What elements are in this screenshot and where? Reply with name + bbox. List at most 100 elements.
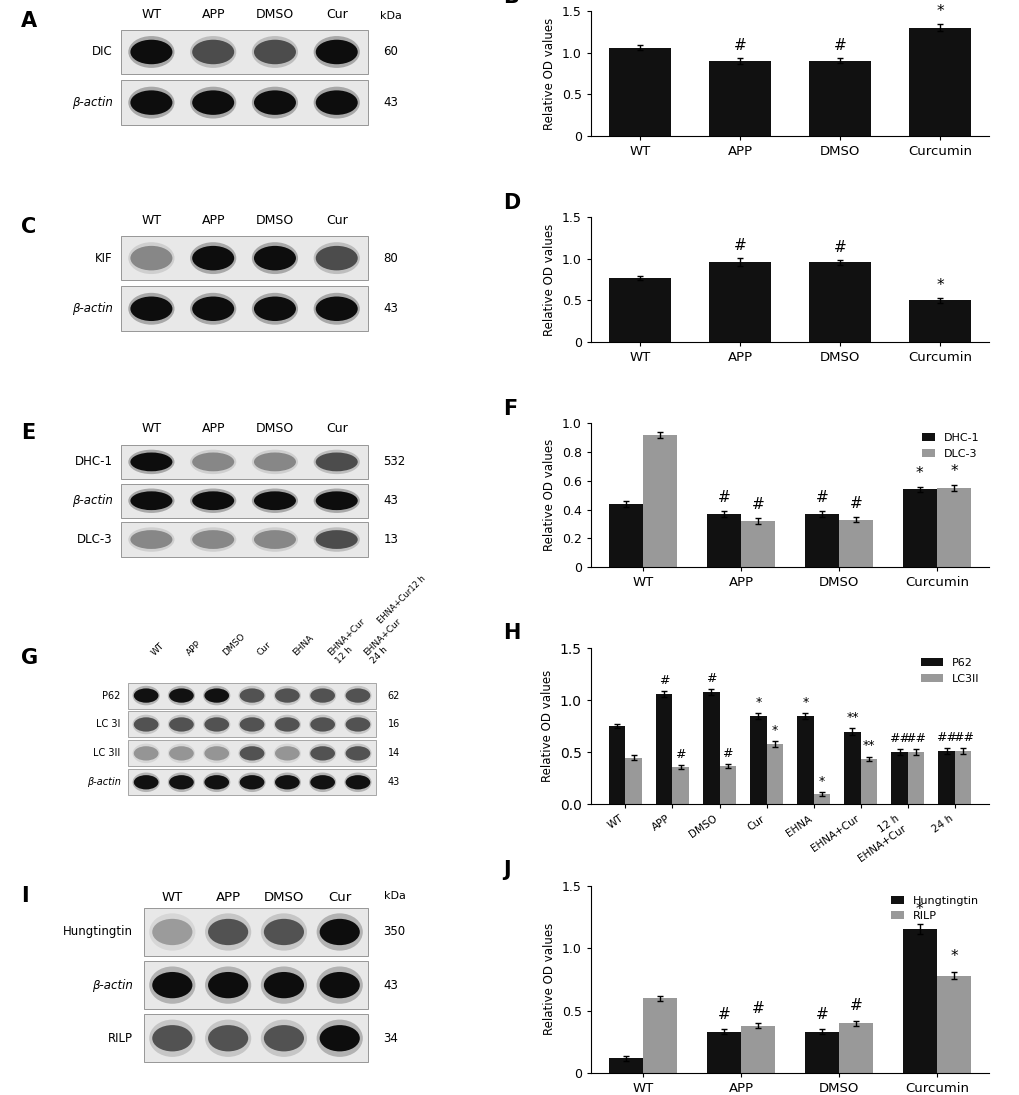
Y-axis label: Relative OD values: Relative OD values (541, 670, 553, 783)
Ellipse shape (252, 450, 298, 474)
Ellipse shape (345, 717, 370, 731)
Text: β-actin: β-actin (87, 777, 120, 787)
Text: β-actin: β-actin (71, 494, 112, 507)
Ellipse shape (239, 775, 264, 789)
Ellipse shape (316, 39, 358, 65)
Bar (120, 522, 367, 556)
Ellipse shape (152, 1025, 193, 1051)
Text: 34: 34 (383, 1031, 398, 1045)
Text: APP: APP (201, 215, 225, 227)
Ellipse shape (149, 1019, 196, 1057)
Text: EHNA+Cur
12 h: EHNA+Cur 12 h (326, 616, 374, 665)
Ellipse shape (313, 292, 360, 325)
Ellipse shape (316, 530, 358, 549)
Bar (766, 744, 783, 805)
Text: WT: WT (162, 891, 182, 904)
Ellipse shape (344, 685, 371, 705)
Ellipse shape (309, 744, 336, 763)
Ellipse shape (254, 452, 296, 471)
Ellipse shape (149, 967, 196, 1004)
Ellipse shape (190, 488, 236, 512)
Bar (145, 1014, 367, 1062)
Ellipse shape (316, 91, 358, 115)
Ellipse shape (313, 450, 360, 474)
Ellipse shape (252, 528, 298, 552)
Bar (907, 752, 923, 805)
Text: *: * (915, 902, 923, 917)
Ellipse shape (254, 492, 296, 510)
Bar (741, 1026, 774, 1073)
Ellipse shape (130, 530, 172, 549)
Text: β-actin: β-actin (71, 302, 112, 315)
Ellipse shape (192, 530, 234, 549)
Text: APP: APP (185, 639, 204, 658)
Ellipse shape (130, 91, 172, 115)
Text: EHNA+Cur
24 h: EHNA+Cur 24 h (362, 616, 410, 665)
Ellipse shape (192, 246, 234, 270)
Ellipse shape (252, 488, 298, 512)
Text: Cur: Cur (328, 891, 351, 904)
Ellipse shape (128, 36, 174, 68)
Legend: DHC-1, DLC-3: DHC-1, DLC-3 (916, 429, 983, 463)
Text: Cur: Cur (256, 641, 273, 658)
Text: #: # (815, 491, 827, 505)
Text: APP: APP (215, 891, 240, 904)
Ellipse shape (168, 773, 195, 792)
Bar (706, 514, 741, 567)
Text: #: # (849, 998, 862, 1013)
Bar (902, 489, 936, 567)
Legend: Hungtingtin, RILP: Hungtingtin, RILP (886, 891, 983, 925)
Ellipse shape (204, 689, 229, 703)
Text: *: * (950, 949, 957, 965)
Ellipse shape (316, 913, 363, 950)
Text: #: # (733, 37, 746, 53)
Ellipse shape (319, 919, 360, 945)
Text: Cur: Cur (325, 422, 347, 435)
Ellipse shape (132, 685, 160, 705)
Text: H: H (502, 623, 520, 644)
Bar (128, 682, 375, 708)
Bar (128, 740, 375, 766)
Ellipse shape (204, 775, 229, 789)
Bar (797, 716, 813, 805)
Ellipse shape (252, 292, 298, 325)
Text: *: * (935, 4, 944, 20)
Text: B: B (502, 0, 519, 8)
Bar (608, 47, 671, 136)
Bar (120, 80, 367, 125)
Ellipse shape (252, 36, 298, 68)
Text: #: # (658, 673, 668, 687)
Text: β-actin: β-actin (71, 96, 112, 110)
Ellipse shape (238, 773, 265, 792)
Ellipse shape (132, 715, 160, 735)
Bar (839, 1023, 872, 1073)
Bar (702, 692, 718, 805)
Ellipse shape (190, 242, 236, 274)
Ellipse shape (309, 773, 336, 792)
Y-axis label: Relative OD values: Relative OD values (543, 223, 555, 336)
Ellipse shape (208, 1025, 248, 1051)
Ellipse shape (273, 744, 301, 763)
Ellipse shape (273, 715, 301, 735)
Ellipse shape (273, 773, 301, 792)
Ellipse shape (203, 744, 230, 763)
Ellipse shape (203, 773, 230, 792)
Ellipse shape (128, 488, 174, 512)
Ellipse shape (345, 689, 370, 703)
Ellipse shape (310, 746, 334, 761)
Text: F: F (502, 399, 517, 419)
Ellipse shape (203, 685, 230, 705)
Bar (128, 770, 375, 795)
Bar (643, 435, 677, 567)
Ellipse shape (205, 913, 251, 950)
Ellipse shape (316, 492, 358, 510)
Ellipse shape (254, 39, 296, 65)
Text: *: * (950, 464, 957, 480)
Text: *: * (915, 465, 923, 481)
Ellipse shape (252, 242, 298, 274)
Ellipse shape (130, 246, 172, 270)
Text: DMSO: DMSO (256, 8, 293, 21)
Ellipse shape (254, 246, 296, 270)
Bar (608, 726, 625, 805)
Bar (860, 759, 876, 805)
